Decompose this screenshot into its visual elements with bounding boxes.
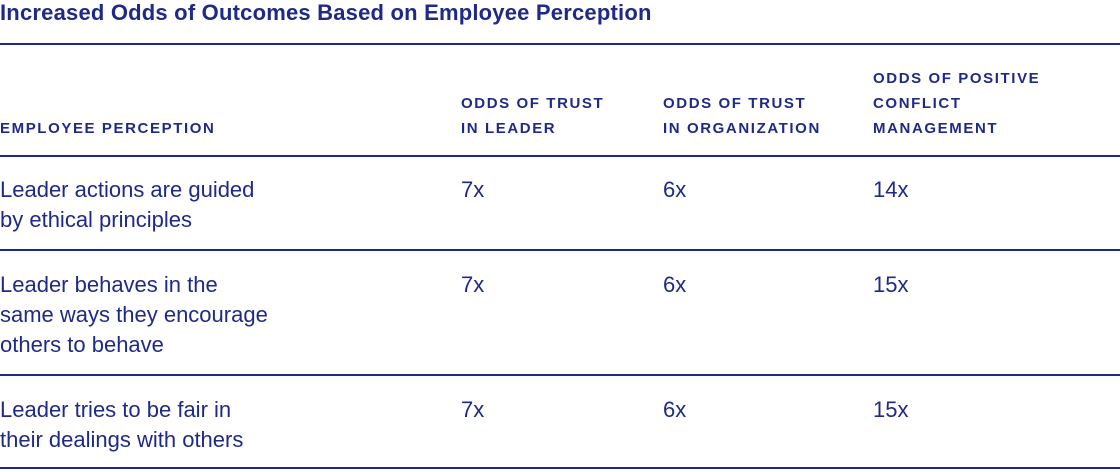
header-line: ODDS OF POSITIVE — [873, 70, 1041, 87]
row-3-perception: Leader tries to be fair in their dealing… — [0, 395, 243, 455]
header-odds-conflict-management: ODDS OF POSITIVE CONFLICT MANAGEMENT — [873, 66, 1040, 141]
perception-line: Leader tries to be fair in — [0, 397, 232, 422]
header-line: IN ORGANIZATION — [663, 120, 821, 137]
row-3-trust-organization: 6x — [663, 397, 687, 422]
row-2-trust-leader: 7x — [461, 272, 485, 297]
perception-line: Leader actions are guided — [0, 177, 255, 202]
row-3-trust-leader: 7x — [461, 397, 485, 422]
perception-line: others to behave — [0, 332, 164, 357]
perception-line: their dealings with others — [0, 427, 244, 452]
row-2-trust-organization: 6x — [663, 272, 687, 297]
perception-line: same ways they encourage — [0, 302, 268, 327]
table-title: Increased Odds of Outcomes Based on Empl… — [0, 0, 652, 25]
header-employee-perception: EMPLOYEE PERCEPTION — [0, 116, 215, 141]
header-line: ODDS OF TRUST — [663, 95, 807, 112]
header-line: MANAGEMENT — [873, 120, 999, 137]
row-1-trust-leader: 7x — [461, 177, 485, 202]
row-rule — [0, 374, 1120, 376]
top-rule — [0, 43, 1120, 45]
row-3-conflict-management: 15x — [873, 397, 909, 422]
bottom-rule — [0, 467, 1120, 469]
perception-line: Leader behaves in the — [0, 272, 218, 297]
header-line: EMPLOYEE PERCEPTION — [0, 120, 216, 137]
header-rule — [0, 155, 1120, 157]
header-odds-trust-leader: ODDS OF TRUST IN LEADER — [461, 91, 604, 141]
perception-line: by ethical principles — [0, 207, 192, 232]
row-1-trust-organization: 6x — [663, 177, 687, 202]
header-line: CONFLICT — [873, 95, 962, 112]
row-1-perception: Leader actions are guided by ethical pri… — [0, 175, 254, 235]
header-line: IN LEADER — [461, 120, 557, 137]
row-rule — [0, 249, 1120, 251]
row-2-conflict-management: 15x — [873, 272, 909, 297]
row-1-conflict-management: 14x — [873, 177, 909, 202]
header-odds-trust-organization: ODDS OF TRUST IN ORGANIZATION — [663, 91, 821, 141]
row-2-perception: Leader behaves in the same ways they enc… — [0, 270, 268, 360]
header-line: ODDS OF TRUST — [461, 95, 605, 112]
